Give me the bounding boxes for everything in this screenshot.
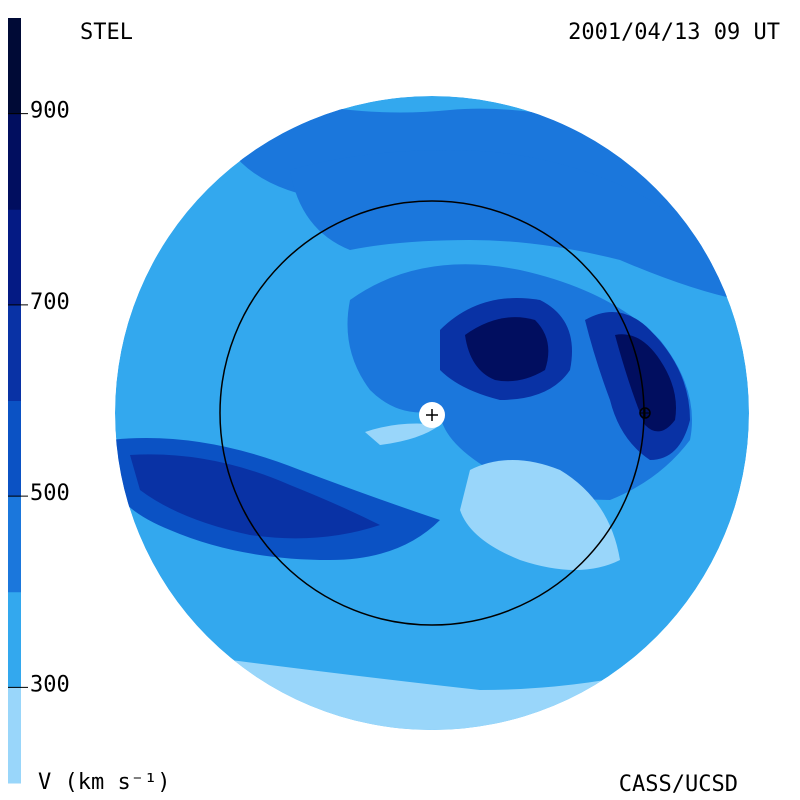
colorbar-tick-label-500: 500 (30, 481, 70, 506)
sun-marker (419, 402, 445, 428)
region-southwest-arm-core (130, 454, 380, 539)
colorbar-tick-label-900: 900 (30, 99, 70, 124)
colorbar-band-200 (8, 687, 21, 784)
colorbar-band-600 (8, 304, 21, 401)
region-east-core (615, 334, 676, 432)
colorbar-band-800 (8, 113, 21, 210)
region-west-light (365, 423, 440, 445)
earth-marker (639, 407, 651, 419)
region-central-core (465, 317, 549, 382)
colorbar-band-300 (8, 591, 21, 688)
datetime-label: 2001/04/13 09 UT (568, 20, 780, 45)
region-north-arm (290, 150, 740, 300)
units-label: V (km s⁻¹) (38, 770, 171, 795)
velocity-disc (115, 96, 749, 730)
credit-label: CASS/UCSD (618, 772, 738, 797)
colorbar: 300 500 700 900 (8, 18, 70, 784)
colorbar-band-700 (8, 209, 21, 306)
colorbar-band-400 (8, 496, 21, 593)
source-label: STEL (80, 20, 133, 45)
colorbar-tick-label-300: 300 (30, 672, 70, 697)
colorbar-tick-label-700: 700 (30, 290, 70, 315)
region-south-light (460, 460, 620, 570)
colorbar-band-500 (8, 400, 21, 497)
colorbar-band-900 (8, 18, 21, 115)
